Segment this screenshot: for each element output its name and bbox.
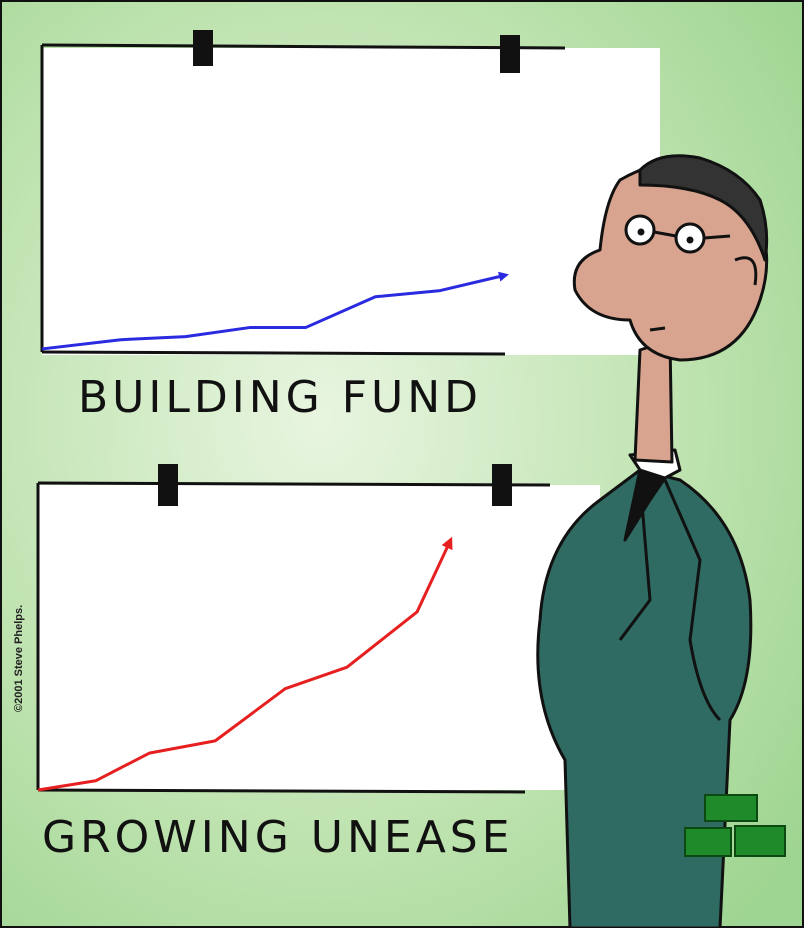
cartoon: BUILDING FUND GROWING UNEASE ©2001 Steve P…: [0, 0, 804, 928]
board: [38, 485, 600, 790]
chart-caption: BUILDING FUND: [78, 372, 482, 423]
chart-caption: GROWING UNEASE: [42, 812, 514, 863]
credit: ©2001 Steve Phelps.: [13, 605, 25, 712]
